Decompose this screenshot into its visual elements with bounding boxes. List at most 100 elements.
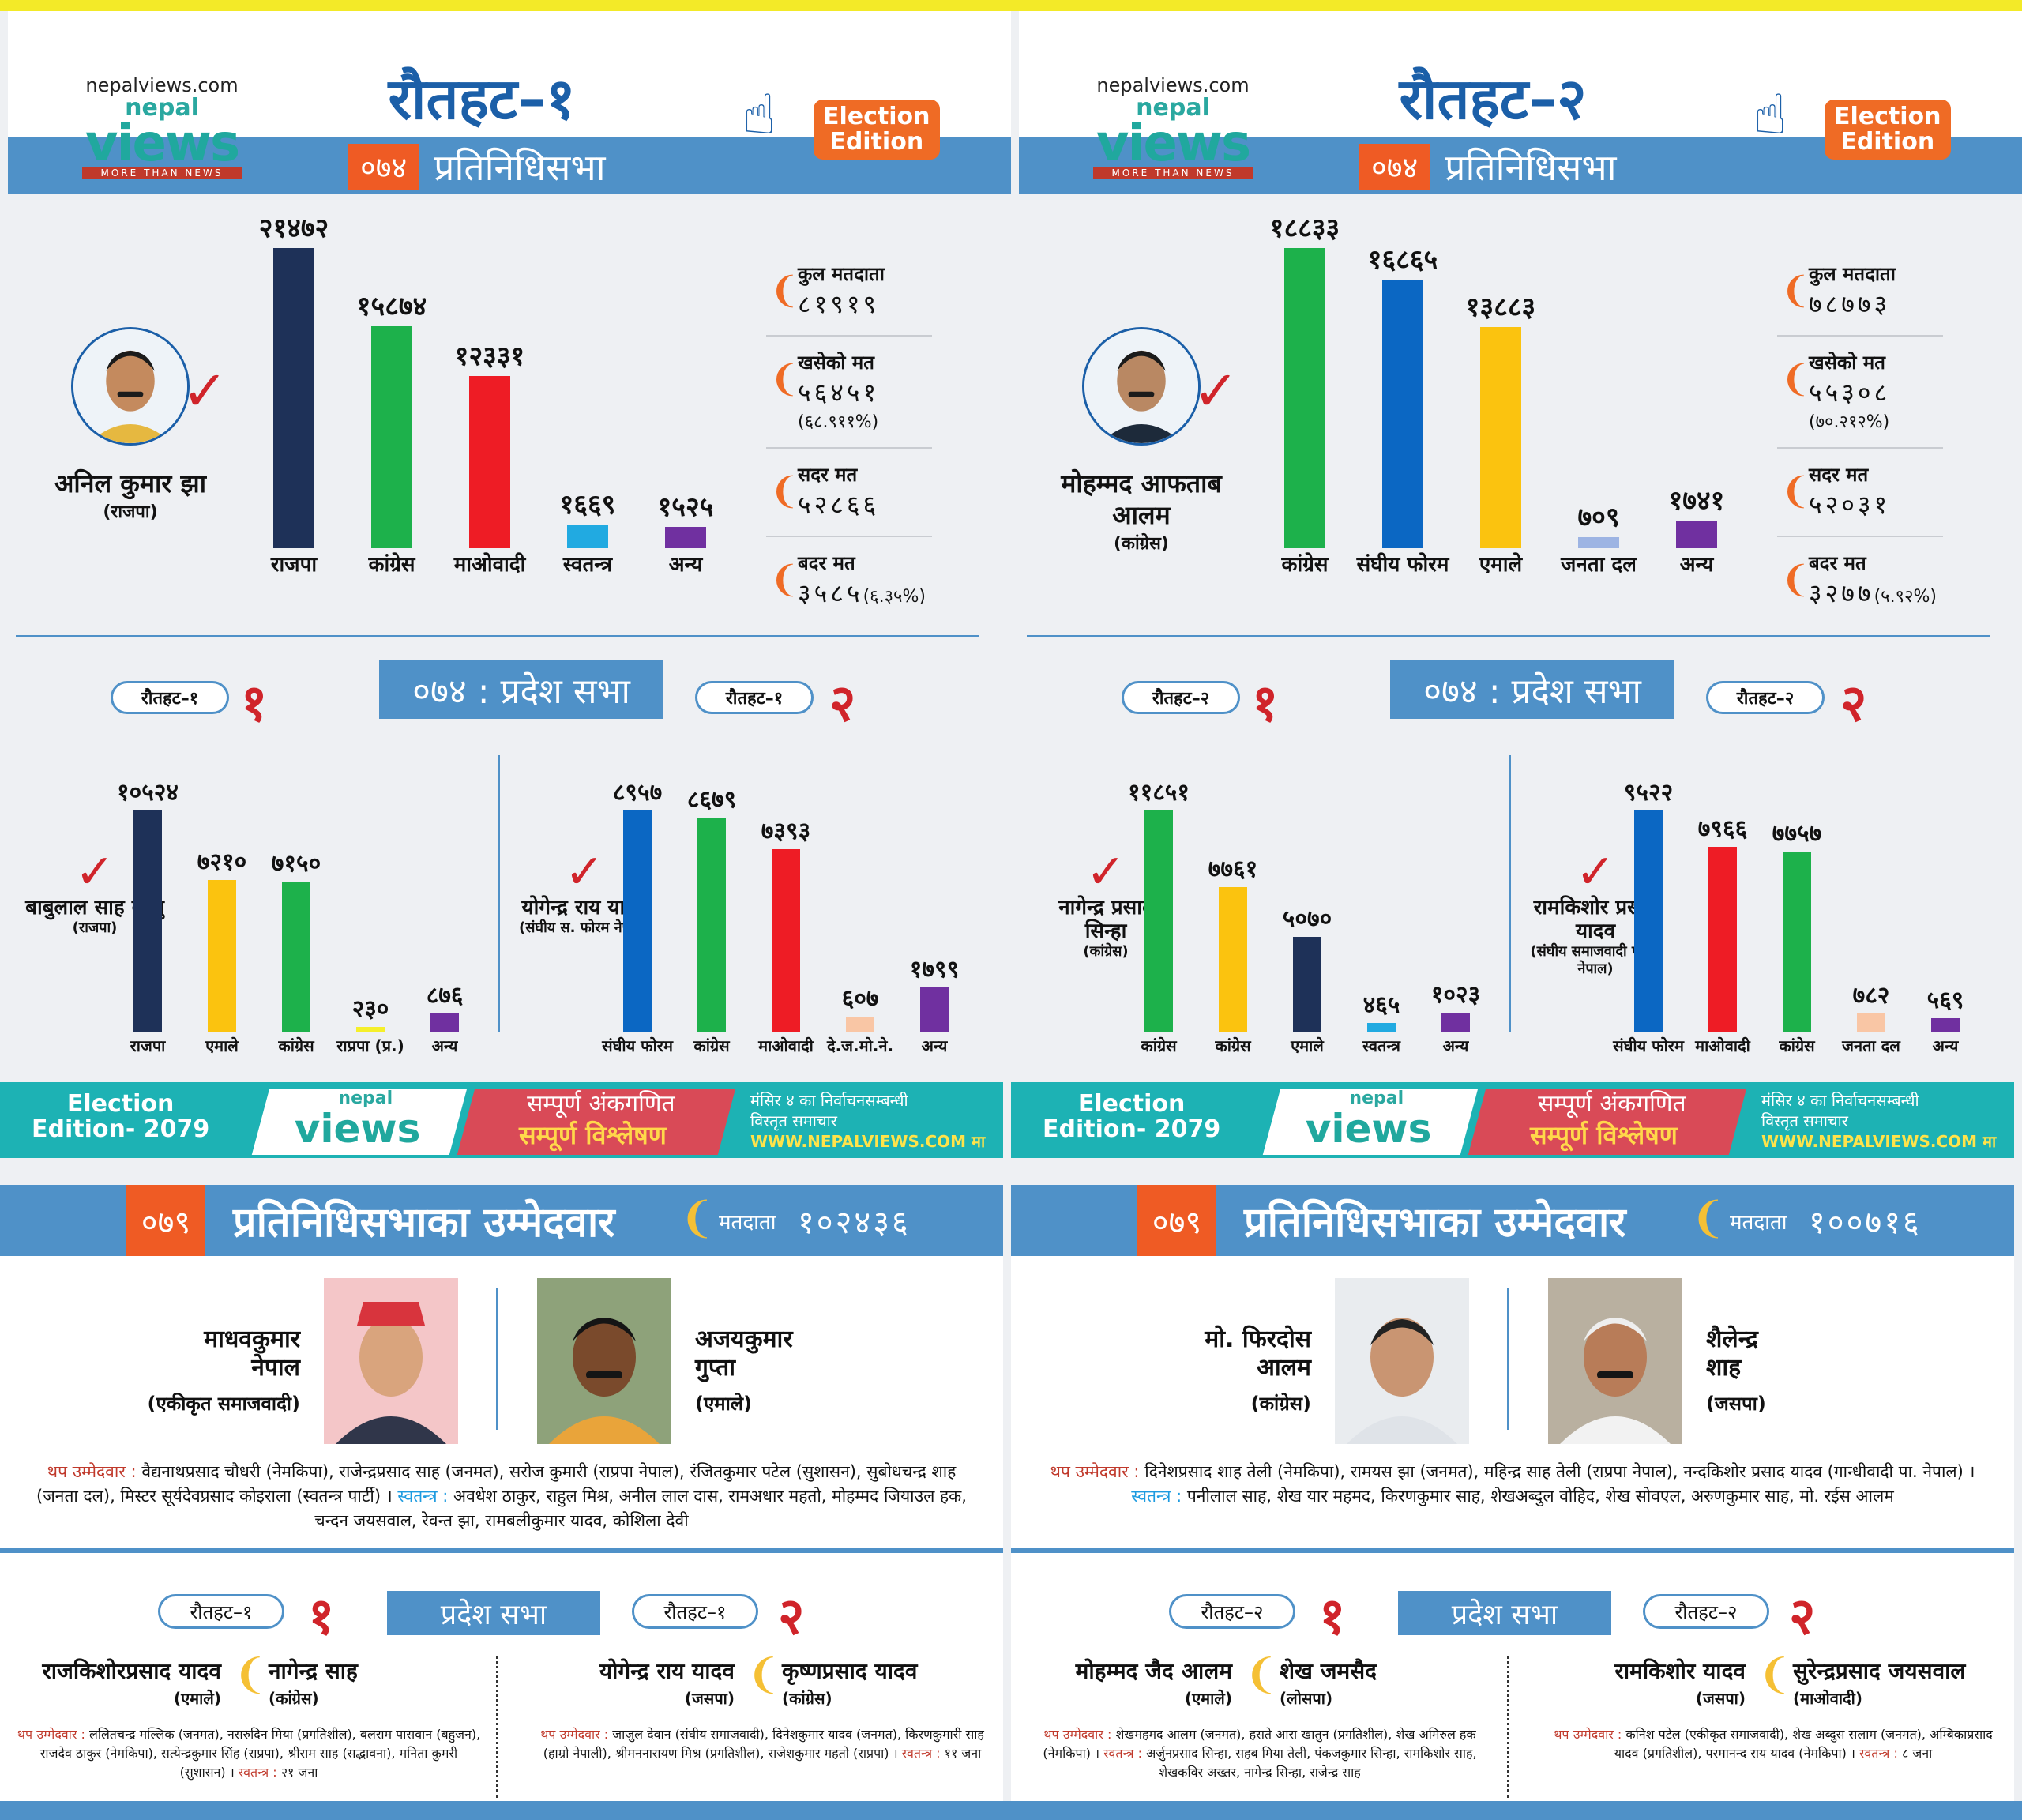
other-candidates-key: थप उम्मेदवार :	[1554, 1727, 1622, 1742]
stat-value: ७८७७३	[1809, 289, 1891, 319]
hand-pointer-icon: ☝	[742, 82, 776, 147]
other-candidates-list: वैद्यनाथप्रसाद चौधरी (नेमकिपा), राजेन्द्…	[36, 1462, 957, 1506]
candidate-name: नेपाल	[251, 1354, 300, 1382]
promo-line-2: सम्पूर्ण विश्लेषण	[518, 1120, 667, 1150]
other-candidates: थप उम्मेदवार : वैद्यनाथप्रसाद चौधरी (नेम…	[32, 1460, 972, 1533]
candidate-party: (कांग्रेस)	[1250, 1393, 1311, 1415]
candidates-bar-right: ०७९ प्रतिनिधिसभाका उम्मेदवार ❨ मतदाता १००७१६	[1011, 1185, 2014, 1256]
other-candidates: थप उम्मेदवार : दिनेशप्रसाद शाह तेली (नेम…	[1043, 1460, 1983, 1509]
other-candidates-key: थप उम्मेदवार :	[47, 1462, 137, 1481]
top-stripe	[0, 0, 2022, 11]
bar-chart: १०५२४ राजपा ७२१० एमाले ७१५० कांग्रेस २३० राप्रप…	[111, 746, 482, 1077]
candidates-bar-left: ०७९ प्रतिनिधिसभाका उम्मेदवार ❨ मतदाता १०२४३६	[0, 1185, 1003, 1256]
vertical-separator	[498, 755, 500, 1032]
edition-label: Election Edition	[1825, 100, 1951, 160]
house-name: प्रतिनिधिसभा	[1445, 146, 1617, 189]
constituency-panel: nepalviews.com nepal views MORE THAN NEWS रौ…	[8, 11, 1011, 1082]
quote-mark-icon: ❨	[1780, 469, 1811, 512]
bar-value-label: २१४७२	[258, 212, 329, 244]
candidate-name: योगेन्द्र राय यादव	[599, 1658, 735, 1684]
bar	[1144, 810, 1173, 1032]
quote-mark-icon: ❨	[769, 558, 800, 600]
pradesh-candidates-right: प्रदेश सभा रौतहट–२ १ रौतहट–२ २ मोहम्मद जैद आल…	[1011, 1553, 2014, 1801]
bar-category-label: अन्य	[1932, 1036, 1959, 1055]
bar-value-label: १०२३	[1430, 980, 1481, 1009]
independent-key: स्वतन्त्र :	[1859, 1746, 1898, 1761]
other-candidates-key: थप उम्मेदवार :	[1050, 1462, 1140, 1481]
edition-label: Election Edition	[814, 100, 940, 160]
winner-check-icon: ✓	[1575, 844, 1616, 900]
bar-category-label: कांग्रेस	[1215, 1036, 1251, 1055]
constituency-number: २	[1789, 1588, 1816, 1646]
vote-stats: ❨ कुल मतदाता ८१९१९ ❨ खसेको मत ५६४५१ (६८.९११%) ❨…	[766, 248, 932, 624]
other-candidates-key: थप उम्मेदवार :	[17, 1727, 85, 1742]
bar-value-label: ७७६१	[1208, 855, 1258, 883]
candidate-photo	[1548, 1278, 1682, 1444]
stat-label: खसेको मत	[1809, 352, 1885, 374]
candidate-photo	[537, 1278, 671, 1444]
bar-category-label: स्वतन्त्र	[562, 553, 613, 577]
nepalviews-logo: nepal views	[1262, 1089, 1479, 1155]
constituency-number: २	[829, 675, 856, 733]
pradesh-winner-party: (राजपा)	[72, 919, 118, 936]
promo-info: मंसिर ४ का निर्वाचनसम्बन्धी विस्तृत समाचा…	[1761, 1090, 1996, 1152]
pradesh-title: ०७४ : प्रदेश सभा	[379, 660, 663, 719]
stat-percent: (६.३५%)	[863, 587, 926, 607]
vertical-separator	[1507, 1288, 1509, 1430]
candidates-section-left: माधवकुमार नेपाल (एकीकृत समाजवादी) अजयकुमार ग…	[0, 1256, 1003, 1553]
stat-label: कुल मतदाता	[798, 263, 885, 285]
constituency-pill: रौतहट–२	[1706, 681, 1825, 714]
bar-category-label: राजपा	[270, 553, 318, 577]
logo-views-text: views	[85, 115, 240, 173]
promo-line-2: सम्पूर्ण विश्लेषण	[1529, 1120, 1678, 1150]
bar-value-label: ११८५१	[1128, 779, 1190, 807]
bar-value-label: १३८८३	[1465, 291, 1536, 323]
candidate-name: नागेन्द्र साह	[269, 1658, 358, 1684]
bar-category-label: एमाले	[1291, 1036, 1324, 1055]
bar-category-label: अन्य	[1679, 553, 1714, 577]
other-candidates: थप उम्मेदवार : शेखमहमद आलम (जनमत), हसते …	[1027, 1725, 1493, 1782]
constituency-number: १	[241, 675, 268, 733]
stat-item: ❨ कुल मतदाता ७८७७३	[1777, 248, 1943, 337]
pradesh-title: ०७४ : प्रदेश सभा	[1390, 660, 1674, 719]
quote-mark-icon: ❨	[746, 1651, 781, 1698]
candidate-name: मो. फिरदोस	[1205, 1326, 1311, 1353]
pradesh-winner-name: नागेन्द्र प्रसाद सिन्हा	[1058, 896, 1153, 943]
bar-value-label: ५६९	[1926, 987, 1964, 1015]
dotted-separator	[1507, 1656, 1509, 1798]
candidate-party: (एकीकृत समाजवादी)	[147, 1393, 300, 1415]
bar	[1676, 520, 1717, 548]
divider-line	[1027, 635, 1990, 637]
promo-tagline: सम्पूर्ण अंकगणित सम्पूर्ण विश्लेषण	[457, 1089, 736, 1155]
candidates-section-right: मो. फिरदोस आलम (कांग्रेस) शैलेन्द्र शाह (जसपा…	[1011, 1256, 2014, 1553]
stat-label: खसेको मत	[798, 352, 874, 374]
pradesh-candidates-left: प्रदेश सभा रौतहट–१ १ रौतहट–१ २ राजकिशोरप्रसाद…	[0, 1553, 1003, 1801]
bar-value-label: ७७५७	[1772, 819, 1822, 848]
independent-key: स्वतन्त्र :	[238, 1765, 277, 1780]
candidate-photo	[324, 1278, 458, 1444]
logo-nepal-text: nepal	[125, 94, 199, 122]
bar-category-label: राजपा	[130, 1036, 166, 1055]
bar-value-label: ७०९	[1577, 501, 1620, 533]
quote-mark-icon: ❨	[1780, 357, 1811, 400]
edition-line-2: Edition- 2079	[1043, 1115, 1221, 1143]
winner-name: मोहम्मद आफताब आलम	[1061, 468, 1222, 530]
stat-value: ३५८५	[798, 578, 863, 608]
bar	[1480, 326, 1521, 548]
other-candidates-list: ललितचन्द्र मल्लिक (जनमत), नसरुदिन मिया (…	[39, 1727, 481, 1780]
promo-line-1: सम्पूर्ण अंकगणित	[1538, 1090, 1686, 1118]
bar	[1367, 1023, 1396, 1032]
bar	[356, 1026, 385, 1032]
section-title: प्रतिनिधिसभाका उम्मेदवार	[1244, 1199, 1626, 1247]
quote-mark-icon: ❨	[1780, 558, 1811, 600]
bar-value-label: ७२१०	[197, 848, 247, 877]
bar	[697, 817, 726, 1032]
quote-mark-icon: ❨	[1244, 1651, 1279, 1698]
logo-nepal-text: nepal	[1136, 94, 1210, 122]
independent-count: २१ जना	[280, 1765, 318, 1780]
candidate-name: अजयकुमार	[695, 1326, 793, 1353]
stat-value: ८१९१९	[798, 289, 880, 319]
candidate-party: (कांग्रेस)	[782, 1689, 832, 1708]
bar-value-label: ७८२	[1852, 982, 1890, 1010]
voters-count: १०२४३६	[798, 1205, 911, 1241]
